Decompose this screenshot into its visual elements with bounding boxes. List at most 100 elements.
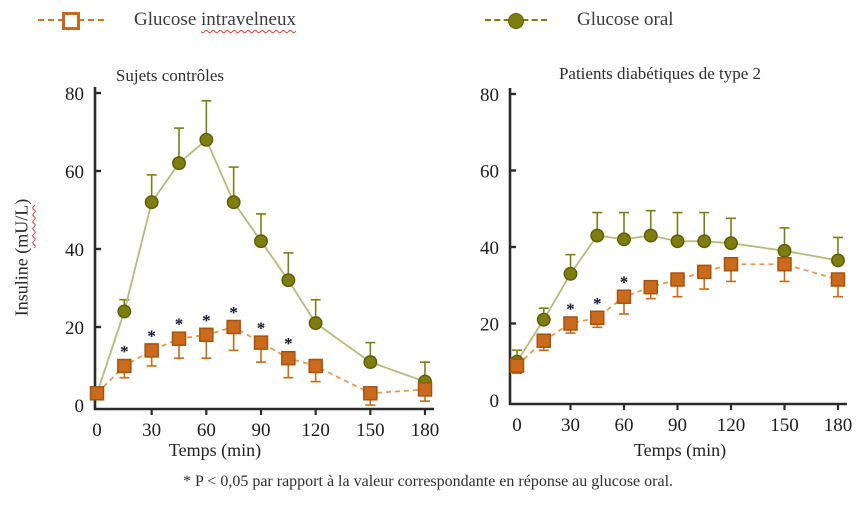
data-point-marker [226,319,241,335]
y-axis-label: Insuline (mU/L) [12,158,33,358]
x-tick-label: 60 [197,420,216,441]
y-axis-label-prefix: Insuline ( [11,247,32,317]
legend-label-iv-prefix: Glucose [134,9,202,30]
significance-star: * [284,334,293,353]
data-point-marker [117,304,132,319]
data-point-marker [308,316,323,331]
data-point-marker [724,236,738,251]
data-point-marker [777,256,792,272]
significance-footnote: * P < 0,05 par rapport à la valeur corre… [182,473,674,490]
data-point-marker [117,358,132,374]
y-tick-label: 60 [480,162,499,183]
significance-star: * [202,311,211,330]
x-tick-label: 180 [411,420,440,441]
significance-star: * [593,294,602,313]
data-point-marker [643,279,658,295]
y-axis-label-unit: mU/L [11,204,32,248]
significance-star: * [257,319,266,338]
data-point-marker [172,156,186,171]
x-tick-label: 90 [668,415,687,436]
x-tick-label: 120 [717,415,746,436]
diabetic-patients-chart: 0 20 40 60 80 0 30 60 90 120 150 180 * * * [480,85,852,436]
y-tick-label: 0 [75,396,85,417]
data-point-marker [830,272,846,287]
data-point-marker [536,333,551,348]
series-line [516,263,839,367]
oral-dashed-line-swatch [485,13,547,29]
iv-dashed-line-swatch [38,12,104,30]
data-point-marker [777,243,792,258]
x-tick-label: 30 [561,415,580,436]
y-tick-label: 40 [65,240,84,261]
x-tick-label: 120 [301,420,330,441]
data-point-marker [281,350,296,366]
axes: 0 20 40 60 80 0 30 60 90 120 150 180 [65,84,439,441]
x-tick-label: 90 [252,420,271,441]
y-tick-label: 20 [480,315,499,336]
axes: 0 20 40 60 80 0 30 60 90 120 150 180 [480,85,852,436]
data-point-marker [536,312,551,327]
left-x-axis-label: Temps (min) [168,440,262,460]
significance-star: * [229,303,238,322]
x-tick-label: 150 [770,415,799,436]
y-tick-label: 20 [65,318,84,339]
right-x-axis-label: Temps (min) [633,440,727,460]
data-point-marker [253,335,269,350]
legend-item-glucose-oral: Glucose oral [485,7,674,33]
data-point-marker [199,132,214,147]
y-tick-label: 60 [65,162,84,183]
data-point-marker [831,253,845,268]
data-point-marker [616,289,632,304]
data-point-marker [563,316,578,331]
data-point-marker [144,195,159,210]
series-glucose-iv: * * * [509,256,846,375]
iv-square-marker-icon [62,12,80,30]
significance-star: * [566,300,575,319]
data-point-marker [697,234,712,249]
data-point-marker [590,310,605,326]
data-point-marker [563,266,578,281]
x-tick-label: 150 [356,420,385,441]
series-glucose-oral [510,209,845,369]
data-point-marker [643,228,658,243]
data-point-marker [670,272,685,287]
data-point-marker [226,195,241,210]
y-tick-label: 0 [490,391,500,412]
y-axis-label-suffix: ) [11,198,32,205]
data-point-marker [281,273,296,288]
data-point-marker [89,386,105,401]
significance-star: * [120,342,129,361]
data-point-marker [199,327,214,343]
data-point-marker [363,386,378,401]
data-point-marker [617,232,631,247]
y-tick-label: 40 [480,238,499,259]
data-point-marker [670,234,685,249]
data-point-marker [308,358,323,374]
left-chart-title: Sujets contrôles [115,66,225,85]
legend-item-glucose-iv: Glucose intravelneux [38,7,296,33]
x-tick-label: 180 [824,415,853,436]
data-point-marker [509,358,525,373]
data-point-marker [590,228,605,243]
data-point-marker [171,331,187,346]
legend-label-glucose-oral: Glucose oral [577,9,674,30]
significance-star: * [175,315,184,334]
y-tick-label: 80 [65,84,84,105]
legend-label-iv-misspelled: intravelneux [201,9,296,30]
oral-circle-marker-icon [508,13,524,29]
legend-label-glucose-iv: Glucose intravelneux [134,9,296,31]
data-point-marker [697,264,712,280]
right-chart-title: Patients diabétiques de type 2 [558,64,762,83]
x-tick-label: 30 [142,420,161,441]
data-point-marker [144,343,159,358]
control-subjects-chart: 0 20 40 60 80 0 30 60 90 120 150 180 * * * * * * * [65,84,439,441]
y-tick-label: 80 [480,85,499,106]
data-point-marker [723,256,739,272]
significance-star: * [147,326,156,345]
data-point-marker [417,382,433,397]
series-glucose-iv: * * * * * * * [89,303,433,406]
data-point-marker [363,355,378,370]
x-tick-label: 0 [92,420,102,441]
significance-star: * [620,273,629,292]
